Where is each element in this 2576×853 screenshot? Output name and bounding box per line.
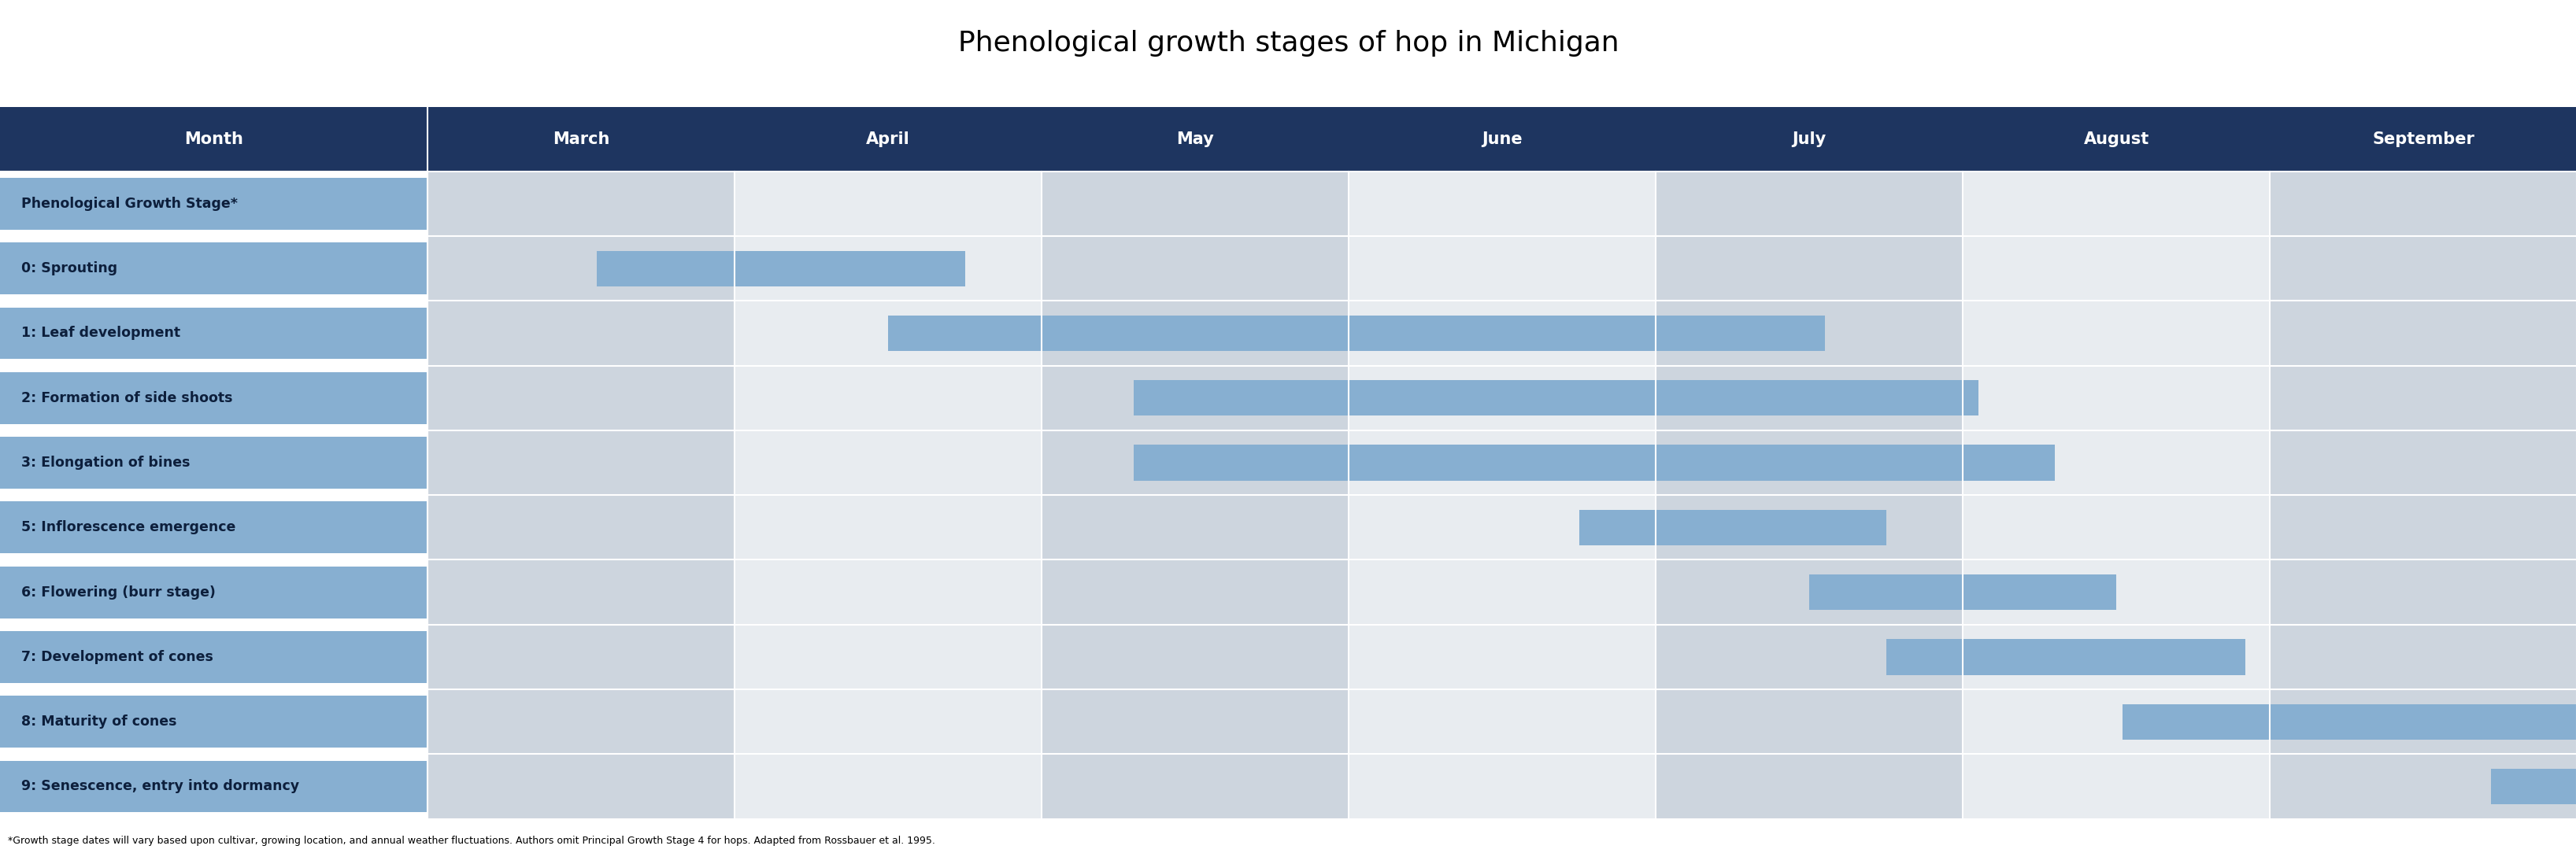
Bar xyxy=(1808,574,2115,610)
Bar xyxy=(0,631,428,683)
Bar xyxy=(1963,171,2269,819)
Bar xyxy=(1041,171,1347,819)
Bar xyxy=(1133,445,2053,480)
Text: August: August xyxy=(2084,131,2148,147)
Text: May: May xyxy=(1177,131,1213,147)
Text: September: September xyxy=(2372,131,2473,147)
Text: March: March xyxy=(554,131,611,147)
Bar xyxy=(1886,639,2244,675)
Bar xyxy=(734,171,1041,819)
Bar xyxy=(2491,769,2576,804)
Bar xyxy=(1133,380,1978,415)
Text: 5: Inflorescence emergence: 5: Inflorescence emergence xyxy=(21,520,237,535)
Text: 0: Sprouting: 0: Sprouting xyxy=(21,261,118,276)
Bar xyxy=(1347,171,1656,819)
Bar xyxy=(1656,171,1963,819)
Bar xyxy=(1579,510,1886,545)
Text: July: July xyxy=(1793,131,1826,147)
Text: *Growth stage dates will vary based upon cultivar, growing location, and annual : *Growth stage dates will vary based upon… xyxy=(8,836,935,846)
Bar xyxy=(0,178,428,229)
Text: 7: Development of cones: 7: Development of cones xyxy=(21,650,214,664)
Text: 6: Flowering (burr stage): 6: Flowering (burr stage) xyxy=(21,585,216,600)
Text: Phenological growth stages of hop in Michigan: Phenological growth stages of hop in Mic… xyxy=(958,30,1618,56)
Bar xyxy=(428,171,734,819)
Bar xyxy=(0,502,428,554)
Text: 3: Elongation of bines: 3: Elongation of bines xyxy=(21,456,191,470)
Bar xyxy=(0,242,428,294)
Text: June: June xyxy=(1481,131,1522,147)
Text: 1: Leaf development: 1: Leaf development xyxy=(21,326,180,340)
Bar xyxy=(0,307,428,359)
Bar xyxy=(0,107,2576,171)
Bar xyxy=(598,251,966,287)
Text: 9: Senescence, entry into dormancy: 9: Senescence, entry into dormancy xyxy=(21,780,299,793)
Bar xyxy=(0,437,428,489)
Bar xyxy=(0,696,428,747)
Bar xyxy=(2123,704,2576,740)
Bar xyxy=(889,316,1824,351)
Bar xyxy=(2269,171,2576,819)
Text: 2: Formation of side shoots: 2: Formation of side shoots xyxy=(21,391,232,405)
Text: Phenological Growth Stage*: Phenological Growth Stage* xyxy=(21,197,237,211)
Text: Month: Month xyxy=(185,131,242,147)
Bar xyxy=(0,372,428,424)
Text: 8: Maturity of cones: 8: Maturity of cones xyxy=(21,715,178,728)
Bar xyxy=(0,761,428,812)
Text: April: April xyxy=(866,131,909,147)
Bar xyxy=(0,566,428,618)
